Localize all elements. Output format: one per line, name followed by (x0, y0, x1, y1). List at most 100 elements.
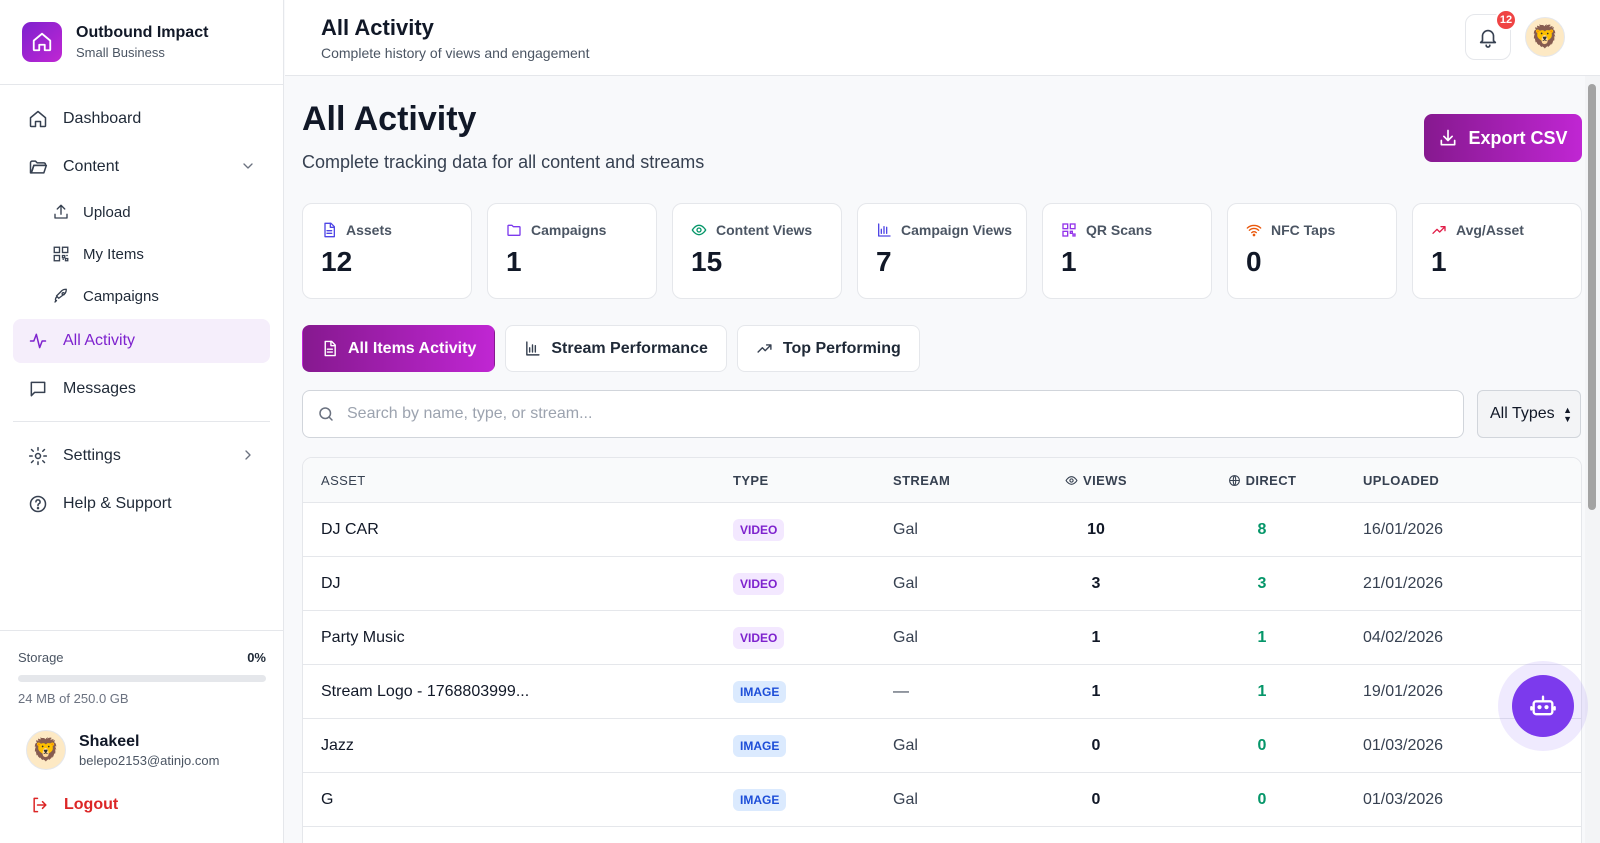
rocket-icon (51, 286, 71, 306)
uploaded-date: 04/02/2026 (1363, 628, 1444, 646)
uploaded-date: 16/01/2026 (1363, 520, 1444, 538)
stream-name: Gal (893, 574, 918, 592)
logout-label: Logout (64, 796, 119, 813)
search-icon (319, 407, 333, 421)
stream-name: Gal (893, 736, 918, 754)
main-scrollbar[interactable] (1585, 76, 1600, 843)
asset-name[interactable]: Stream Logo - 1768803999... (321, 682, 530, 700)
storage-used: 24 MB of 250.0 GB (18, 691, 129, 706)
tab-stream-performance[interactable]: Stream Performance (505, 325, 727, 372)
document-icon (321, 222, 337, 238)
direct-count: 1 (1257, 682, 1267, 700)
table-row[interactable]: DJ CAR VIDEO Gal 10 8 16/01/2026 (303, 503, 1581, 557)
folder-open-icon (27, 156, 49, 178)
sidebar-divider (13, 421, 270, 422)
search-input[interactable] (347, 405, 1447, 423)
col-views[interactable]: VIEWS (1013, 473, 1179, 488)
brand-plan: Small Business (76, 45, 165, 60)
asset-name[interactable]: DJ CAR (321, 520, 379, 538)
table-row[interactable]: Stream Logo - 1768803999... IMAGE — 1 1 19/01… (303, 665, 1581, 719)
tab-top-performing[interactable]: Top Performing (736, 325, 920, 372)
type-badge: IMAGE (733, 734, 787, 757)
globe-icon (1228, 474, 1241, 487)
eye-icon (691, 222, 707, 238)
col-stream[interactable]: STREAM (893, 472, 951, 488)
sidebar-item-settings[interactable]: Settings (13, 434, 270, 478)
type-cell: IMAGE (733, 788, 893, 811)
col-type[interactable]: TYPE (733, 472, 769, 488)
eye-icon (1065, 474, 1078, 487)
type-badge: IMAGE (733, 680, 787, 703)
sidebar-item-help[interactable]: Help & Support (13, 482, 270, 526)
sidebar-item-campaigns[interactable]: Campaigns (13, 277, 270, 315)
type-badge: VIDEO (733, 518, 785, 541)
sidebar-item-label: Settings (63, 447, 121, 464)
trending-up-icon (1431, 222, 1447, 238)
export-csv-button[interactable]: Export CSV (1424, 114, 1582, 162)
storage-panel: Storage 0% 24 MB of 250.0 GB (0, 630, 284, 706)
sidebar-item-my-items[interactable]: My Items (13, 235, 270, 273)
type-filter-select[interactable]: All Types ▲ ▼ (1477, 390, 1581, 438)
home-logo-icon (22, 22, 62, 62)
col-asset[interactable]: ASSET (321, 472, 366, 488)
table-row[interactable]: G IMAGE Gal 0 0 01/03/2026 (303, 773, 1581, 827)
notification-badge: 12 (1495, 9, 1517, 31)
document-icon (321, 340, 338, 357)
table-row[interactable]: DJ VIDEO Gal 3 3 21/01/2026 (303, 557, 1581, 611)
col-views-label: VIEWS (1083, 472, 1127, 488)
folder-icon (506, 222, 522, 238)
gear-icon (27, 445, 49, 467)
chevron-right-icon[interactable] (240, 447, 256, 468)
table-row[interactable]: Jazz IMAGE Gal 0 0 01/03/2026 (303, 719, 1581, 773)
sidebar-item-label: Messages (63, 380, 136, 397)
stats-row: Assets 12 Campaigns 1 Content Views 15 C… (302, 203, 1582, 299)
tab-label: Stream Performance (551, 339, 708, 357)
tab-all-items-activity[interactable]: All Items Activity (302, 325, 496, 372)
asset-name[interactable]: Jazz (321, 736, 354, 754)
header-avatar[interactable]: 🦁 (1525, 17, 1565, 57)
tab-label: All Items Activity (348, 339, 477, 357)
page-subtitle: Complete tracking data for all content a… (302, 152, 705, 172)
logout-button[interactable]: Logout (30, 795, 118, 815)
sidebar-item-content[interactable]: Content (13, 145, 270, 189)
storage-percent: 0% (247, 650, 266, 665)
uploaded-date: 19/01/2026 (1363, 682, 1444, 700)
ai-assistant-button[interactable] (1512, 675, 1574, 737)
main-content: All Activity Complete tracking data for … (285, 76, 1585, 843)
asset-name[interactable]: Party Music (321, 628, 405, 646)
type-cell: IMAGE (733, 734, 893, 757)
sidebar-item-label: All Activity (63, 332, 136, 349)
direct-count: 8 (1257, 520, 1267, 538)
user-email: belepo2153@atinjo.com (79, 752, 220, 768)
stat-label: QR Scans (1086, 222, 1153, 238)
sidebar-item-dashboard[interactable]: Dashboard (13, 97, 270, 141)
asset-name[interactable]: G (321, 790, 334, 808)
stat-value: 1 (1061, 246, 1077, 277)
sidebar-item-all-activity[interactable]: All Activity (13, 319, 270, 363)
stream-name: Gal (893, 628, 918, 646)
sidebar-item-upload[interactable]: Upload (13, 193, 270, 231)
col-uploaded[interactable]: UPLOADED (1363, 472, 1440, 488)
asset-name[interactable]: DJ (321, 574, 341, 592)
uploaded-date: 21/01/2026 (1363, 574, 1444, 592)
stat-value: 15 (691, 246, 723, 277)
download-icon (1438, 128, 1458, 148)
storage-label: Storage (18, 650, 64, 665)
col-direct[interactable]: DIRECT (1179, 473, 1345, 488)
sidebar-item-messages[interactable]: Messages (13, 367, 270, 411)
type-badge: VIDEO (733, 572, 785, 595)
scrollbar-thumb[interactable] (1588, 84, 1596, 510)
notifications-button[interactable] (1465, 14, 1511, 60)
type-cell: VIDEO (733, 572, 893, 595)
tab-label: Top Performing (782, 339, 901, 357)
stat-value: 1 (1431, 246, 1447, 277)
sidebar-item-label: Content (63, 158, 120, 175)
table-row[interactable]: Party Music VIDEO Gal 1 1 04/02/2026 (303, 611, 1581, 665)
home-icon (27, 108, 49, 130)
views-count: 3 (1091, 574, 1101, 592)
page-title: All Activity (302, 100, 477, 138)
qr-code-icon (1061, 222, 1077, 238)
chevron-down-icon[interactable] (240, 158, 256, 179)
stat-card-assets: Assets 12 (302, 203, 472, 299)
user-profile[interactable]: 🦁 Shakeel belepo2153@atinjo.com (26, 730, 219, 770)
